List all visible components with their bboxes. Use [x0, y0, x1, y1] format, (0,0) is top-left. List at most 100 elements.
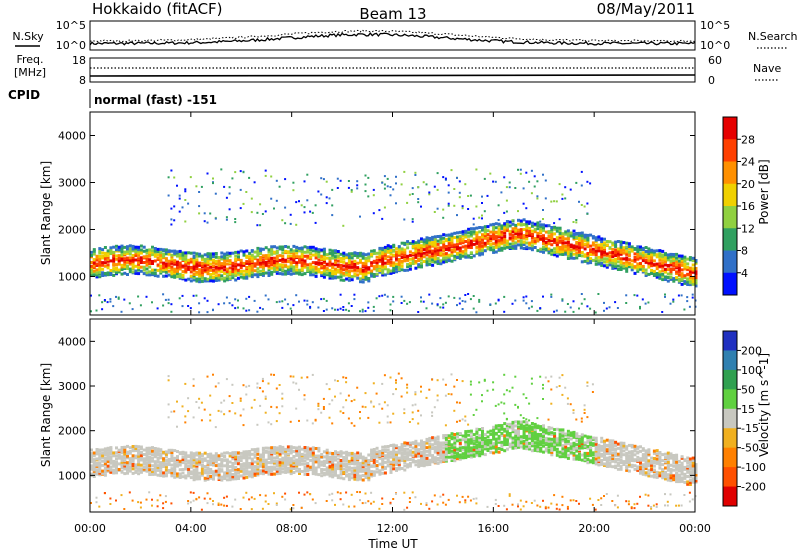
- scatter-cell: [181, 461, 185, 465]
- scatter-cell: [511, 222, 515, 226]
- scatter-cell: [564, 237, 568, 241]
- scatter-cell: [339, 459, 343, 462]
- scatter-cell: [691, 293, 694, 296]
- scatter-cell: [600, 261, 604, 265]
- scatter-cell: [611, 252, 615, 256]
- scatter-cell: [264, 463, 268, 467]
- scatter-cell: [564, 246, 568, 250]
- scatter-cell: [425, 259, 429, 263]
- scatter-cell: [359, 215, 361, 218]
- scatter-cell: [392, 264, 396, 267]
- scatter-cell: [245, 309, 248, 312]
- scatter-cell: [497, 434, 501, 438]
- scatter-cell: [250, 475, 254, 479]
- scatter-cell: [439, 456, 443, 460]
- scatter-cell: [450, 459, 454, 462]
- scatter-cell: [381, 264, 385, 268]
- scatter-cell: [597, 293, 600, 295]
- scatter-cell: [325, 196, 328, 199]
- scatter-cell: [497, 229, 501, 233]
- scatter-cell: [647, 256, 651, 260]
- scatter-cell: [139, 269, 143, 273]
- scatter-cell: [289, 248, 293, 252]
- scatter-cell: [117, 462, 121, 466]
- colorbar-tick-label: 28: [741, 133, 755, 146]
- scatter-cell: [286, 466, 290, 470]
- scatter-cell: [225, 216, 228, 219]
- scatter-cell: [289, 257, 293, 261]
- scatter-cell: [383, 454, 387, 458]
- scatter-cell: [553, 440, 557, 444]
- scatter-cell: [139, 454, 143, 458]
- scatter-cell: [134, 250, 138, 254]
- scatter-cell: [234, 262, 238, 266]
- scatter-cell: [234, 466, 238, 469]
- scatter-cell: [420, 458, 423, 462]
- scatter-cell: [411, 245, 415, 248]
- scatter-cell: [528, 427, 532, 431]
- scatter-cell: [275, 451, 279, 455]
- scatter-cell: [115, 457, 118, 461]
- scatter-cell: [137, 460, 141, 464]
- scatter-cell: [300, 447, 304, 451]
- scatter-cell: [605, 260, 609, 264]
- scatter-cell: [444, 444, 448, 448]
- scatter-cell: [306, 452, 310, 456]
- scatter-cell: [345, 270, 349, 274]
- scatter-cell: [350, 400, 353, 403]
- scatter-cell: [694, 281, 698, 285]
- scatter-cell: [467, 453, 471, 457]
- scatter-cell: [406, 302, 409, 305]
- scatter-cell: [586, 261, 590, 265]
- scatter-cell: [128, 259, 132, 262]
- scatter-cell: [331, 475, 335, 479]
- scatter-cell: [364, 266, 368, 270]
- scatter-cell: [397, 458, 401, 462]
- scatter-cell: [206, 476, 210, 480]
- scatter-cell: [322, 468, 326, 472]
- scatter-cell: [103, 273, 107, 277]
- scatter-cell: [242, 470, 246, 474]
- scatter-cell: [456, 235, 459, 239]
- scatter-cell: [453, 433, 457, 436]
- scatter-cell: [223, 258, 227, 262]
- scatter-cell: [675, 260, 679, 264]
- scatter-cell: [350, 189, 353, 192]
- scatter-cell: [530, 224, 534, 228]
- scatter-cell: [508, 422, 512, 426]
- scatter-cell: [536, 437, 540, 440]
- scatter-cell: [217, 454, 221, 458]
- scatter-cell: [569, 254, 573, 258]
- scatter-cell: [320, 266, 324, 270]
- scatter-cell: [639, 245, 642, 249]
- scatter-cell: [170, 261, 174, 265]
- scatter-cell: [109, 497, 112, 500]
- scatter-cell: [647, 253, 651, 257]
- scatter-cell: [209, 258, 213, 262]
- scatter-cell: [542, 250, 545, 254]
- scatter-cell: [558, 231, 562, 235]
- scatter-cell: [90, 250, 93, 254]
- scatter-cell: [231, 466, 235, 470]
- scatter-cell: [90, 452, 93, 456]
- scatter-cell: [505, 427, 509, 431]
- scatter-cell: [103, 246, 107, 249]
- scatter-cell: [439, 448, 443, 452]
- scatter-cell: [361, 264, 365, 268]
- scatter-cell: [92, 269, 96, 273]
- scatter-cell: [342, 306, 345, 308]
- scatter-cell: [281, 263, 285, 267]
- power-ylabel: Slant Range [km]: [39, 161, 53, 265]
- scatter-cell: [309, 262, 313, 266]
- scatter-cell: [275, 459, 279, 463]
- scatter-cell: [256, 467, 260, 471]
- scatter-cell: [117, 259, 121, 263]
- scatter-cell: [636, 262, 640, 266]
- scatter-cell: [92, 454, 96, 458]
- scatter-cell: [464, 255, 468, 259]
- scatter-cell: [406, 265, 410, 268]
- scatter-cell: [187, 467, 191, 471]
- scatter-cell: [406, 463, 410, 467]
- scatter-cell: [339, 450, 343, 454]
- scatter-cell: [519, 426, 523, 430]
